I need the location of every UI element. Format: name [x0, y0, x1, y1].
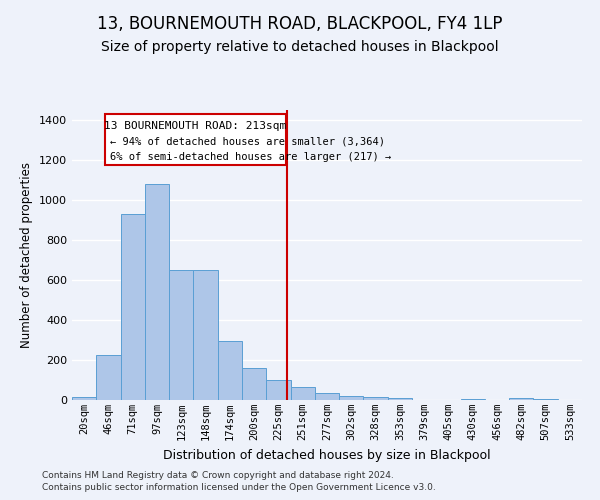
Bar: [218, 341, 242, 400]
X-axis label: Distribution of detached houses by size in Blackpool: Distribution of detached houses by size …: [163, 448, 491, 462]
Bar: [364, 396, 388, 400]
Text: ← 94% of detached houses are smaller (3,364): ← 94% of detached houses are smaller (3,…: [110, 137, 385, 147]
Text: 13 BOURNEMOUTH ROAD: 213sqm: 13 BOURNEMOUTH ROAD: 213sqm: [104, 121, 286, 131]
Bar: [266, 380, 290, 400]
Bar: [509, 398, 533, 400]
Bar: [315, 393, 339, 400]
Bar: [388, 398, 412, 400]
Bar: [242, 368, 266, 400]
Y-axis label: Number of detached properties: Number of detached properties: [20, 162, 34, 348]
Bar: [193, 270, 218, 400]
Bar: [533, 399, 558, 400]
Bar: [145, 184, 169, 400]
Text: 6% of semi-detached houses are larger (217) →: 6% of semi-detached houses are larger (2…: [110, 152, 391, 162]
Bar: [339, 396, 364, 400]
Text: Contains HM Land Registry data © Crown copyright and database right 2024.: Contains HM Land Registry data © Crown c…: [42, 471, 394, 480]
Bar: [290, 387, 315, 400]
Bar: [72, 397, 96, 400]
Text: Contains public sector information licensed under the Open Government Licence v3: Contains public sector information licen…: [42, 484, 436, 492]
Bar: [461, 399, 485, 400]
Text: Size of property relative to detached houses in Blackpool: Size of property relative to detached ho…: [101, 40, 499, 54]
Text: 13, BOURNEMOUTH ROAD, BLACKPOOL, FY4 1LP: 13, BOURNEMOUTH ROAD, BLACKPOOL, FY4 1LP: [97, 15, 503, 33]
FancyBboxPatch shape: [105, 114, 286, 165]
Bar: [96, 355, 121, 400]
Bar: [121, 214, 145, 400]
Bar: [169, 270, 193, 400]
